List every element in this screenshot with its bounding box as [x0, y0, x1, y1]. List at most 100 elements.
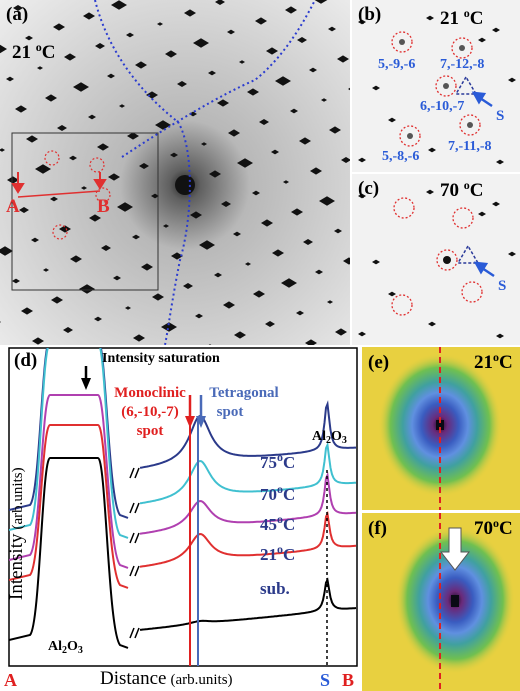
spot	[7, 176, 19, 184]
t: Intensity	[6, 533, 27, 600]
shift-arrow	[439, 527, 471, 571]
spot	[0, 44, 7, 54]
spot	[32, 337, 44, 345]
kikuchi-lines	[94, 0, 316, 345]
spot	[496, 159, 504, 165]
spot	[426, 189, 434, 195]
curve-label-part: C	[283, 485, 295, 504]
curve-label-part: o	[277, 482, 283, 496]
curve-label: 70oC	[260, 482, 295, 504]
spot	[297, 37, 307, 43]
spot	[13, 5, 23, 11]
spot	[59, 225, 71, 233]
curve	[9, 348, 129, 519]
axis-break	[129, 565, 140, 577]
spot	[25, 35, 33, 41]
spot	[190, 211, 202, 219]
curve-label-part: 75	[260, 453, 277, 472]
temp-value: 21	[12, 42, 36, 63]
spot	[50, 196, 58, 202]
spot	[478, 37, 486, 43]
curve-label-part: C	[283, 545, 295, 564]
spot	[117, 202, 133, 212]
spot	[95, 43, 105, 49]
spot	[459, 45, 465, 51]
spot	[15, 105, 27, 113]
spot-label: 5,-8,-6	[382, 149, 419, 164]
curve	[139, 510, 357, 568]
spot	[108, 173, 120, 181]
temp-value: 21	[474, 352, 493, 373]
spot	[283, 180, 289, 184]
spot	[388, 291, 396, 297]
curve-label-part: C	[283, 515, 295, 534]
marker-label: S	[496, 108, 504, 124]
x-axis-label: Distance (arb.units)	[100, 668, 233, 689]
spot	[107, 73, 115, 79]
spot	[237, 158, 253, 168]
panel-label: (b)	[358, 4, 381, 25]
spot	[157, 22, 163, 26]
curve-label: 45oC	[260, 512, 295, 534]
inset-box	[11, 132, 159, 291]
curve-label-part: o	[277, 512, 283, 526]
spot	[6, 76, 14, 82]
spot	[467, 122, 473, 128]
marker-label: S	[498, 278, 506, 294]
curve-label-part: 70	[260, 485, 277, 504]
spot	[234, 331, 246, 339]
spot	[253, 290, 265, 298]
spot	[496, 333, 504, 339]
spot	[208, 70, 216, 76]
panel-b: S 5,-9,-6 7,-12,-8 6,-10,-7 5,-8,-6 7,-1…	[352, 0, 520, 172]
curve-label-part: 21	[260, 545, 277, 564]
spot	[275, 76, 291, 86]
spot	[101, 245, 111, 251]
spot	[428, 147, 436, 153]
spot-label: 7,-11,-8	[448, 139, 492, 154]
spot	[443, 83, 449, 89]
spot	[12, 278, 20, 284]
spot	[508, 77, 516, 83]
spot	[0, 321, 1, 323]
spots	[358, 15, 516, 165]
temp-value: 70	[474, 518, 493, 539]
spot	[19, 207, 29, 213]
curve	[139, 400, 356, 469]
spot	[348, 87, 350, 91]
spot	[315, 269, 323, 275]
spot	[266, 47, 278, 55]
spot	[133, 334, 145, 342]
t: O	[67, 639, 78, 654]
spot	[214, 272, 222, 278]
spot	[81, 186, 87, 190]
spot	[193, 38, 209, 48]
spot	[508, 251, 516, 257]
spot	[199, 240, 215, 250]
spot	[63, 327, 73, 333]
panel-label: (f)	[368, 518, 387, 539]
spot	[319, 196, 335, 206]
spot	[171, 252, 183, 260]
spot	[337, 55, 349, 63]
spot	[163, 224, 169, 228]
diffraction-image	[0, 0, 350, 345]
panel-c: S (c) 70 oC	[352, 174, 520, 345]
spot	[358, 331, 366, 337]
curves	[9, 348, 357, 649]
panel-f: (f) 70oC	[362, 513, 520, 691]
t: Al	[48, 639, 62, 654]
substrate-label: Al2O3	[312, 429, 347, 446]
spot	[217, 99, 229, 107]
spot	[285, 6, 297, 14]
spot	[26, 135, 38, 143]
spot-label: 7,-12,-8	[440, 57, 484, 72]
label: Monoclinic	[114, 385, 186, 401]
spot	[328, 26, 336, 32]
curve-label-part: sub.	[260, 579, 290, 598]
peak	[436, 420, 444, 430]
spot	[146, 91, 158, 99]
spot	[21, 307, 33, 315]
temp-value: 21	[440, 8, 464, 29]
spot	[155, 120, 171, 130]
